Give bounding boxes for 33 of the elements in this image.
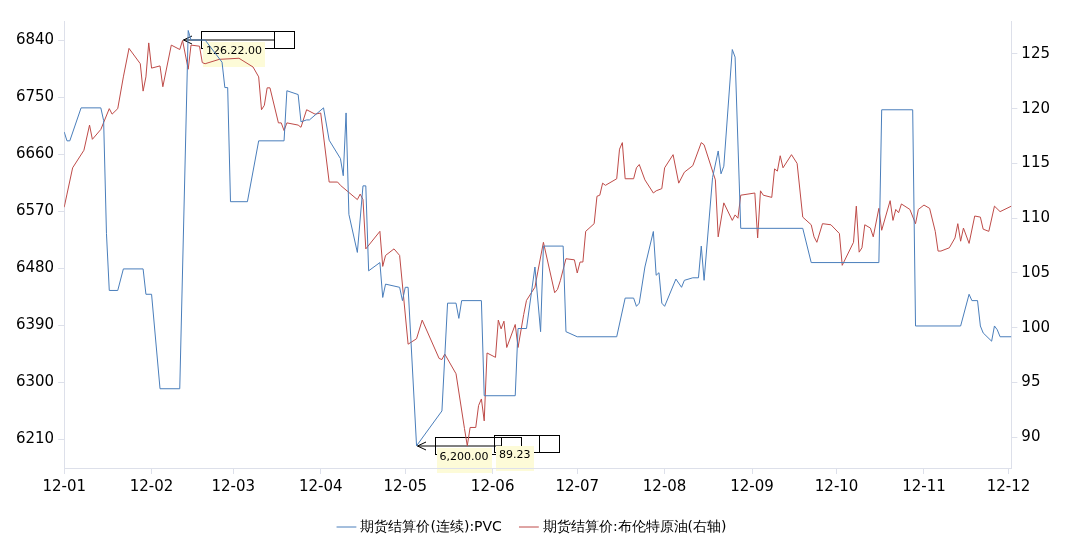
y2-tick-label: 105 (1021, 262, 1051, 281)
x-tick-label: 12-04 (298, 476, 343, 495)
y-tick-label: 6300 (15, 372, 55, 391)
y-tick-label: 6570 (15, 201, 55, 220)
y2-tick-label: 110 (1021, 208, 1051, 227)
y2-tick-label: 100 (1021, 317, 1051, 336)
y-tick-label: 6840 (15, 29, 55, 48)
y2-tick-label: 120 (1021, 98, 1051, 117)
y-tick-label: 6210 (15, 429, 55, 448)
y2-tick-label: 90 (1021, 427, 1041, 446)
x-tick-label: 12-09 (730, 476, 774, 495)
x-tick-label: 12-11 (902, 476, 946, 495)
x-tick-label: 12-08 (642, 476, 687, 495)
x-tick-label: 12-03 (211, 476, 256, 495)
y2-tick-label: 95 (1021, 372, 1041, 391)
legend-label: 期货结算价(连续):PVC (360, 517, 503, 534)
y2-tick-label: 125 (1021, 43, 1051, 62)
y-tick-label: 6660 (15, 144, 55, 163)
x-tick-label: 12-01 (42, 476, 86, 495)
annotation: 126.22.00 (203, 42, 265, 67)
legend-label: 期货结算价:布伦特原油(右轴) (542, 517, 727, 534)
y-tick-label: 6480 (15, 258, 55, 277)
x-tick-label: 12-06 (470, 476, 515, 495)
x-tick-label: 12-12 (986, 476, 1031, 495)
y-tick-label: 6750 (15, 86, 55, 105)
y-tick-label: 6390 (15, 315, 55, 334)
x-tick-label: 12-05 (383, 476, 428, 495)
x-tick-label: 12-07 (555, 476, 600, 495)
x-tick-label: 12-02 (129, 476, 174, 495)
annotation: 89.23 (496, 446, 534, 471)
y2-tick-label: 115 (1021, 153, 1051, 172)
x-tick-label: 12-10 (814, 476, 859, 495)
annotation: 6,200.00 (436, 447, 492, 473)
